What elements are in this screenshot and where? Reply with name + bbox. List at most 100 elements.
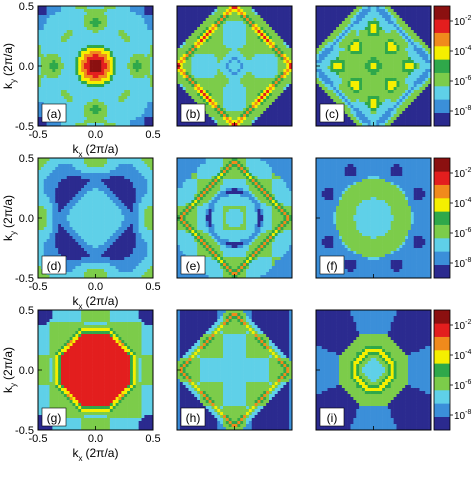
heatmap-cell	[393, 18, 397, 22]
heatmap-cell	[225, 117, 230, 121]
heatmap-cell	[347, 66, 351, 70]
heatmap-cell	[43, 191, 47, 195]
heatmap-cell	[370, 75, 374, 79]
heatmap-cell	[263, 15, 267, 19]
heatmap-cell	[81, 120, 85, 124]
heatmap-cell	[194, 48, 198, 52]
heatmap-cell	[364, 87, 369, 91]
heatmap-cell	[132, 18, 137, 22]
heatmap-cell	[367, 111, 371, 115]
heatmap-cell	[382, 60, 386, 64]
heatmap-cell	[130, 66, 134, 70]
heatmap-cell	[214, 63, 218, 67]
heatmap-cell	[38, 96, 42, 100]
heatmap-cell	[208, 57, 212, 61]
heatmap-cell	[55, 93, 59, 97]
heatmap-cell	[359, 42, 363, 46]
heatmap-cell	[385, 81, 389, 85]
heatmap-cell	[269, 69, 273, 73]
heatmap-cell	[61, 81, 65, 85]
heatmap-cell	[40, 191, 45, 195]
heatmap-cell	[194, 90, 198, 94]
heatmap-cell	[405, 36, 409, 40]
heatmap-cell	[289, 24, 293, 28]
heatmap-cell	[419, 84, 423, 88]
heatmap-cell	[81, 66, 85, 70]
heatmap-cell	[367, 72, 371, 76]
heatmap-cell	[89, 21, 93, 25]
heatmap-cell	[225, 81, 230, 85]
heatmap-cell	[194, 93, 198, 97]
heatmap-cell	[112, 39, 116, 43]
heatmap-cell	[104, 36, 108, 40]
heatmap-cell	[69, 51, 73, 55]
heatmap-cell	[177, 123, 181, 127]
heatmap-cell	[419, 69, 423, 73]
heatmap-cell	[191, 57, 195, 61]
heatmap-cell	[115, 96, 119, 100]
heatmap-cell	[367, 27, 371, 31]
heatmap-cell	[280, 30, 284, 34]
heatmap-cell	[336, 78, 340, 82]
heatmap-cell	[98, 69, 102, 73]
heatmap-cell	[341, 75, 346, 79]
heatmap-cell	[382, 72, 386, 76]
heatmap-cell	[364, 75, 369, 79]
heatmap-cell	[362, 93, 366, 97]
heatmap-cell	[277, 81, 281, 85]
heatmap-cell	[115, 108, 119, 112]
heatmap-cell	[396, 9, 400, 13]
heatmap-cell	[177, 21, 181, 25]
heatmap-cell	[52, 42, 56, 46]
heatmap-cell	[66, 93, 70, 97]
heatmap-cell	[61, 21, 65, 25]
heatmap-cell	[336, 99, 340, 103]
heatmap-cell	[336, 75, 340, 79]
heatmap-cell	[147, 114, 151, 118]
heatmap-cell	[280, 93, 284, 97]
heatmap-cell	[66, 27, 70, 31]
heatmap-cell	[387, 69, 392, 73]
heatmap-cell	[260, 111, 264, 115]
heatmap-cell	[138, 60, 142, 64]
heatmap-cell	[141, 102, 145, 106]
heatmap-cell	[141, 57, 145, 61]
heatmap-cell	[367, 66, 371, 70]
heatmap-cell	[38, 212, 42, 216]
heatmap-cell	[55, 60, 59, 64]
heatmap-cell	[370, 111, 374, 115]
heatmap-cell	[399, 54, 403, 58]
heatmap-cell	[78, 120, 82, 124]
heatmap-cell	[382, 24, 386, 28]
heatmap-cell	[202, 18, 207, 22]
heatmap-cell	[327, 42, 331, 46]
heatmap-cell	[376, 102, 380, 106]
heatmap-cell	[135, 111, 139, 115]
heatmap-cell	[260, 93, 264, 97]
heatmap-cell	[66, 54, 70, 58]
heatmap-cell	[428, 102, 432, 106]
heatmap-cell	[208, 39, 212, 43]
heatmap-cell	[385, 102, 389, 106]
heatmap-cell	[217, 18, 221, 22]
heatmap-cell	[231, 114, 235, 118]
heatmap-cell	[364, 69, 369, 73]
heatmap-cell	[269, 27, 273, 31]
heatmap-cell	[84, 90, 88, 94]
heatmap-cell	[410, 120, 415, 124]
heatmap-cell	[254, 84, 258, 88]
heatmap-cell	[208, 90, 212, 94]
heatmap-cell	[402, 36, 406, 40]
heatmap-cell	[370, 69, 374, 73]
heatmap-cell	[341, 15, 346, 19]
heatmap-cell	[72, 39, 76, 43]
heatmap-cell	[121, 120, 125, 124]
heatmap-cell	[254, 69, 258, 73]
heatmap-cell	[92, 30, 96, 34]
heatmap-cell	[257, 78, 261, 82]
heatmap-cell	[84, 84, 88, 88]
heatmap-cell	[243, 69, 247, 73]
heatmap-cell	[43, 173, 47, 177]
heatmap-cell	[228, 72, 232, 76]
heatmap-cell	[408, 90, 412, 94]
